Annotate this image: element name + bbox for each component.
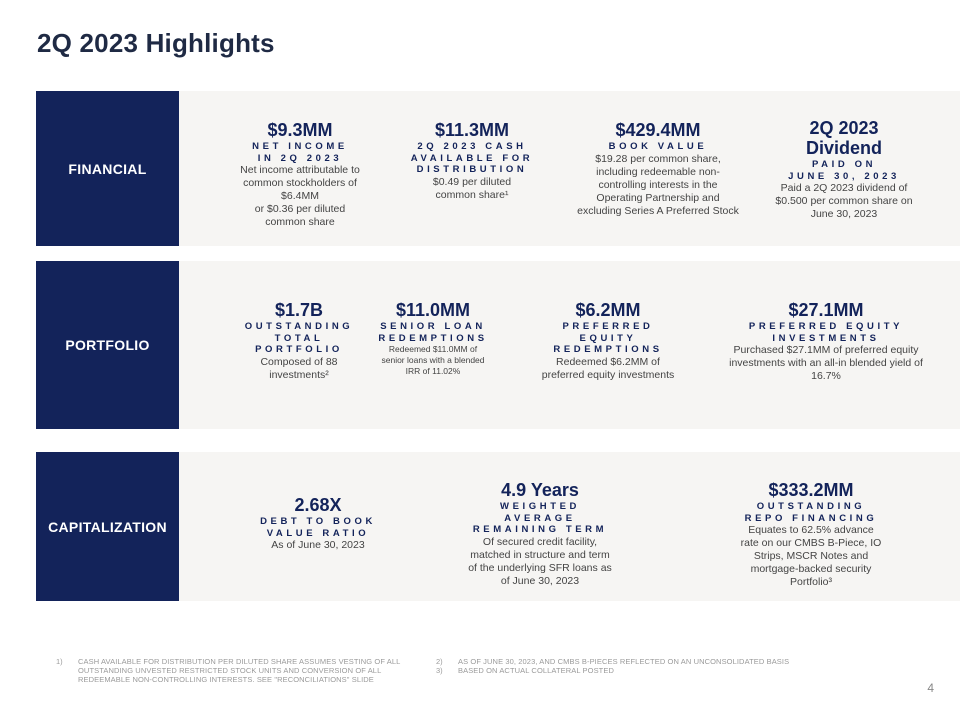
capitalization-band: CAPITALIZATION 2.68X DEBT TO BOOK VALUE … (36, 452, 960, 601)
outstanding-portfolio-metric: $1.7B OUTSTANDING TOTAL PORTFOLIO Compos… (224, 300, 374, 382)
book-value-caption: BOOK VALUE (608, 141, 708, 152)
financial-band: FINANCIAL $9.3MM NET INCOME IN 2Q 2023 N… (36, 91, 960, 246)
dividend-caption: PAID ON JUNE 30, 2023 (788, 159, 900, 182)
cash-available-desc: $0.49 per diluted common share¹ (432, 175, 512, 201)
page-title: 2Q 2023 Highlights (37, 28, 275, 58)
book-value-value: $429.4MM (615, 120, 701, 140)
net-income-metric: $9.3MM NET INCOME IN 2Q 2023 Net income … (214, 120, 386, 229)
book-value-metric: $429.4MM BOOK VALUE $19.28 per common sh… (562, 120, 754, 218)
cash-available-caption: 2Q 2023 CASH AVAILABLE FOR DISTRIBUTION (410, 141, 534, 175)
preferred-redemptions-value: $6.2MM (575, 300, 641, 320)
footnote-number: 2) (436, 657, 443, 666)
dividend-value: 2Q 2023 Dividend (805, 118, 882, 158)
repo-desc: Equates to 62.5% advance rate on our CMB… (740, 524, 882, 588)
debt-ratio-caption: DEBT TO BOOK VALUE RATIO (260, 516, 376, 539)
preferred-investments-desc: Purchased $27.1MM of preferred equity in… (729, 344, 923, 382)
preferred-redemptions-desc: Redeemed $6.2MM of preferred equity inve… (541, 355, 675, 381)
net-income-value: $9.3MM (267, 120, 333, 140)
wart-desc: Of secured credit facility, matched in s… (468, 535, 612, 587)
book-value-desc: $19.28 per common share, including redee… (577, 152, 739, 217)
wart-value: 4.9 Years (501, 480, 579, 500)
net-income-caption: NET INCOME IN 2Q 2023 (252, 141, 348, 164)
footnote-text: As of June 30, 2023, and CMBS B-Pieces r… (458, 657, 790, 666)
portfolio-band: PORTFOLIO $1.7B OUTSTANDING TOTAL PORTFO… (36, 261, 960, 429)
preferred-investments-value: $27.1MM (788, 300, 864, 320)
capitalization-label: CAPITALIZATION (36, 452, 179, 601)
wart-caption: WEIGHTED AVERAGE REMAINING TERM (472, 501, 608, 535)
outstanding-portfolio-desc: Composed of 88 investments² (260, 355, 338, 381)
page-number: 4 (927, 681, 934, 695)
footnote-2: 2) As of June 30, 2023, and CMBS B-Piece… (436, 657, 876, 666)
footnote-text: Cash available for distribution per dilu… (78, 657, 401, 684)
senior-loan-value: $11.0MM (395, 300, 471, 320)
financial-label: FINANCIAL (36, 91, 179, 246)
preferred-redemptions-caption: PREFERRED EQUITY REDEMPTIONS (553, 321, 663, 355)
footnote-number: 3) (436, 666, 443, 675)
cash-available-value: $11.3MM (434, 120, 510, 140)
outstanding-portfolio-caption: OUTSTANDING TOTAL PORTFOLIO (244, 321, 354, 355)
dividend-metric: 2Q 2023 Dividend PAID ON JUNE 30, 2023 P… (756, 118, 932, 221)
preferred-investments-metric: $27.1MM PREFERRED EQUITY INVESTMENTS Pur… (716, 300, 936, 383)
footnote-number: 1) (56, 657, 63, 666)
portfolio-label: PORTFOLIO (36, 261, 179, 429)
footnotes-right: 2) As of June 30, 2023, and CMBS B-Piece… (436, 657, 876, 675)
repo-caption: OUTSTANDING REPO FINANCING (744, 501, 878, 524)
senior-loan-caption: SENIOR LOAN REDEMPTIONS (378, 321, 488, 344)
dividend-desc: Paid a 2Q 2023 dividend of $0.500 per co… (775, 182, 913, 220)
repo-value: $333.2MM (768, 480, 854, 500)
outstanding-portfolio-value: $1.7B (274, 300, 324, 320)
senior-loan-desc: Redeemed $11.0MM of senior loans with a … (381, 344, 485, 376)
footnote-1: 1) Cash available for distribution per d… (56, 657, 422, 684)
debt-ratio-value: 2.68X (294, 495, 342, 515)
debt-ratio-metric: 2.68X DEBT TO BOOK VALUE RATIO As of Jun… (236, 495, 400, 552)
senior-loan-metric: $11.0MM SENIOR LOAN REDEMPTIONS Redeemed… (366, 300, 500, 377)
footnote-text: Based on actual collateral posted (458, 666, 614, 675)
wart-metric: 4.9 Years WEIGHTED AVERAGE REMAINING TER… (456, 480, 624, 588)
cash-available-metric: $11.3MM 2Q 2023 CASH AVAILABLE FOR DISTR… (384, 120, 560, 202)
footnote-3: 3) Based on actual collateral posted (436, 666, 876, 675)
footnotes-left: 1) Cash available for distribution per d… (56, 657, 422, 684)
repo-metric: $333.2MM OUTSTANDING REPO FINANCING Equa… (728, 480, 894, 589)
net-income-desc: Net income attributable to common stockh… (240, 164, 360, 228)
preferred-investments-caption: PREFERRED EQUITY INVESTMENTS (748, 321, 904, 344)
preferred-redemptions-metric: $6.2MM PREFERRED EQUITY REDEMPTIONS Rede… (526, 300, 690, 382)
debt-ratio-desc: As of June 30, 2023 (271, 539, 365, 551)
